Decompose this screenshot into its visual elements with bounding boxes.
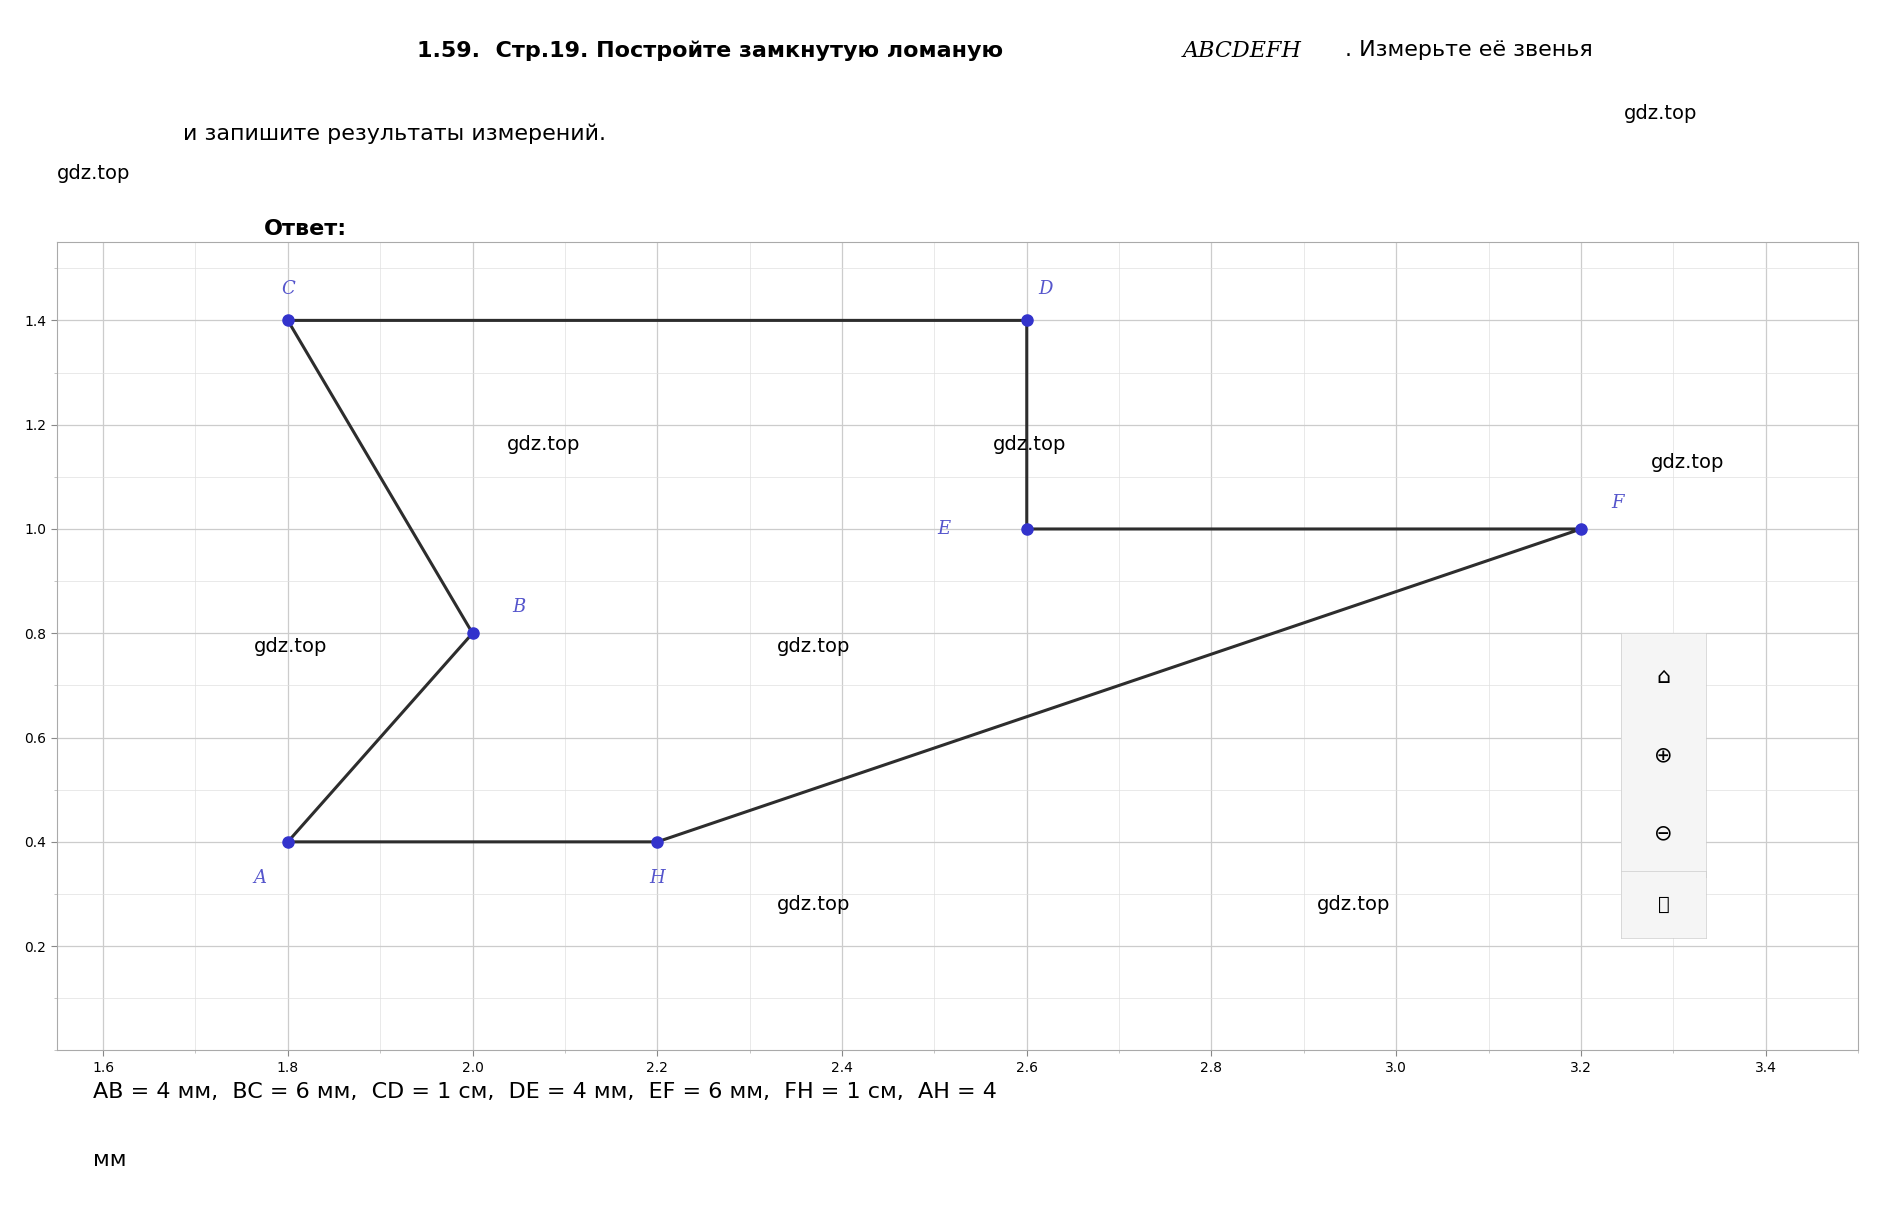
Text: ⊕: ⊕: [1655, 745, 1672, 765]
Text: gdz.top: gdz.top: [1623, 104, 1697, 123]
Text: gdz.top: gdz.top: [777, 895, 849, 915]
Text: D: D: [1037, 280, 1052, 298]
Text: и запишите результаты измерений.: и запишите результаты измерений.: [182, 124, 607, 145]
Text: gdz.top: gdz.top: [506, 435, 580, 454]
Text: ABCDEFH: ABCDEFH: [1183, 40, 1301, 62]
Text: gdz.top: gdz.top: [777, 637, 849, 655]
Text: E: E: [937, 520, 950, 538]
Text: ⊖: ⊖: [1655, 823, 1672, 843]
Text: gdz.top: gdz.top: [254, 637, 328, 655]
Text: gdz.top: gdz.top: [994, 435, 1066, 454]
Text: Ответ:: Ответ:: [264, 219, 347, 239]
Text: мм: мм: [93, 1150, 127, 1170]
Text: gdz.top: gdz.top: [1651, 453, 1723, 473]
Text: F: F: [1612, 495, 1625, 512]
Text: H: H: [650, 870, 665, 888]
Text: C: C: [281, 280, 294, 298]
Text: gdz.top: gdz.top: [57, 163, 131, 183]
Text: . Измерьте её звенья: . Измерьте её звенья: [1344, 40, 1593, 60]
Text: AB = 4 мм,  BC = 6 мм,  CD = 1 см,  DE = 4 мм,  EF = 6 мм,  FH = 1 см,  AH = 4: AB = 4 мм, BC = 6 мм, CD = 1 см, DE = 4 …: [93, 1082, 997, 1102]
Text: A: A: [254, 870, 267, 888]
Text: gdz.top: gdz.top: [1318, 895, 1390, 915]
Text: B: B: [512, 598, 525, 616]
Text: ⛶: ⛶: [1657, 895, 1670, 914]
Text: ⌂: ⌂: [1657, 667, 1670, 687]
Text: 1.59.  Стр.19. Постройте замкнутую ломаную: 1.59. Стр.19. Постройте замкнутую ломану…: [417, 40, 1011, 61]
